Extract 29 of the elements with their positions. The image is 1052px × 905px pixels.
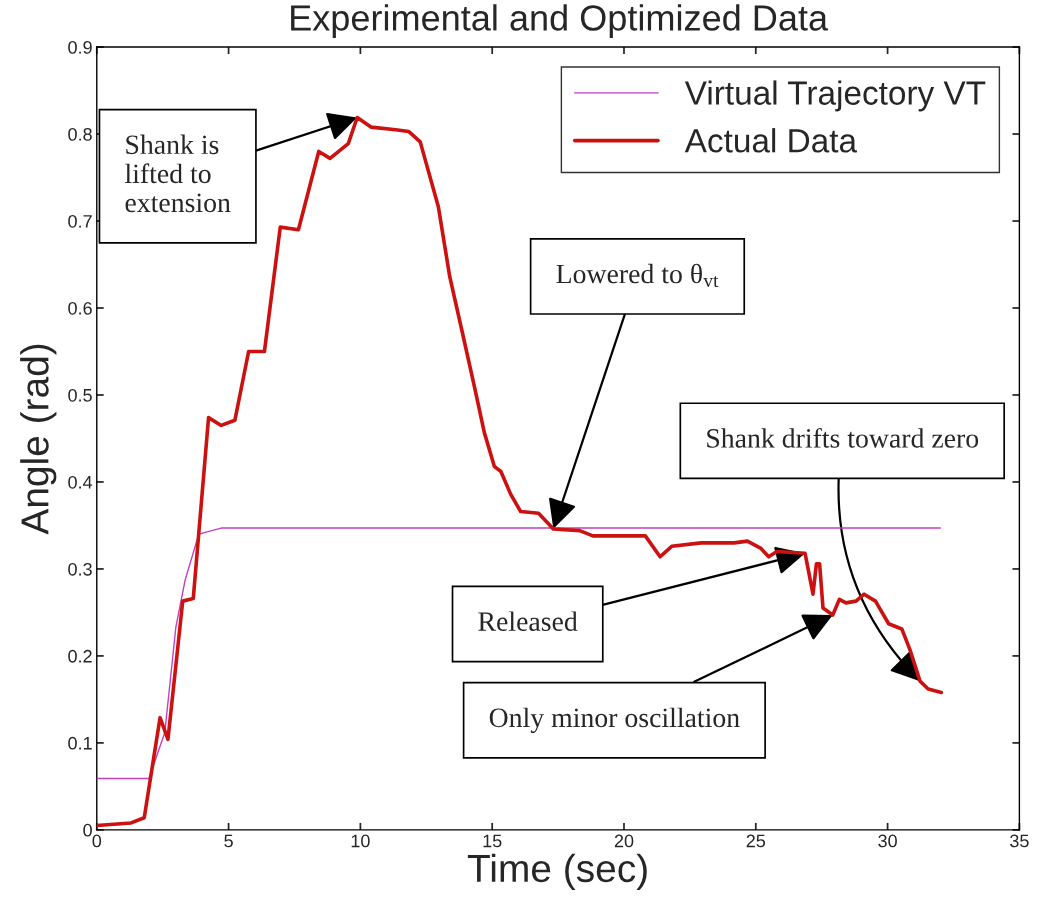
annotation: Shank drifts toward zero — [707, 427, 979, 448]
x-tick-label: 20 — [614, 834, 634, 848]
x-tick-label: 25 — [746, 834, 766, 848]
x-tick-label: 15 — [483, 834, 502, 848]
y-tick-label: 0.6 — [68, 301, 92, 315]
y-tick-label: 0.3 — [68, 562, 92, 576]
x-axis-title: Time (sec) — [467, 853, 647, 890]
y-tick-label: 0.1 — [68, 736, 92, 750]
y-tick-label: 0.5 — [68, 388, 92, 402]
y-tick-label: 0.7 — [68, 214, 92, 228]
y-tick-label: 0.9 — [68, 40, 92, 54]
legend-label: Actual Data — [684, 128, 858, 153]
y-tick-label: 0 — [83, 823, 92, 837]
y-tick-label: 0.8 — [68, 127, 92, 141]
y-tick-label: 0.4 — [68, 475, 93, 489]
x-tick-label: 0 — [92, 834, 102, 848]
x-tick-label: 10 — [351, 834, 370, 848]
annotation: Only minor oscillation — [489, 707, 740, 733]
legend-label: Virtual Trajectory VT — [684, 80, 986, 112]
annotation: Shank is lifted to extension — [125, 134, 231, 213]
x-tick-label: 35 — [1010, 834, 1029, 848]
line-series — [96, 527, 942, 780]
annotation: Released — [478, 611, 578, 631]
annotation: Lowered to θ$_{vt}$ — [556, 263, 719, 288]
x-tick-label: 5 — [224, 834, 233, 848]
y-tick-label: 0.2 — [68, 649, 92, 663]
x-tick-label: 30 — [878, 834, 897, 848]
y-axis-title: Angle (rad) — [20, 344, 57, 535]
chart-title: Experimental and Optimized Data — [291, 4, 829, 38]
